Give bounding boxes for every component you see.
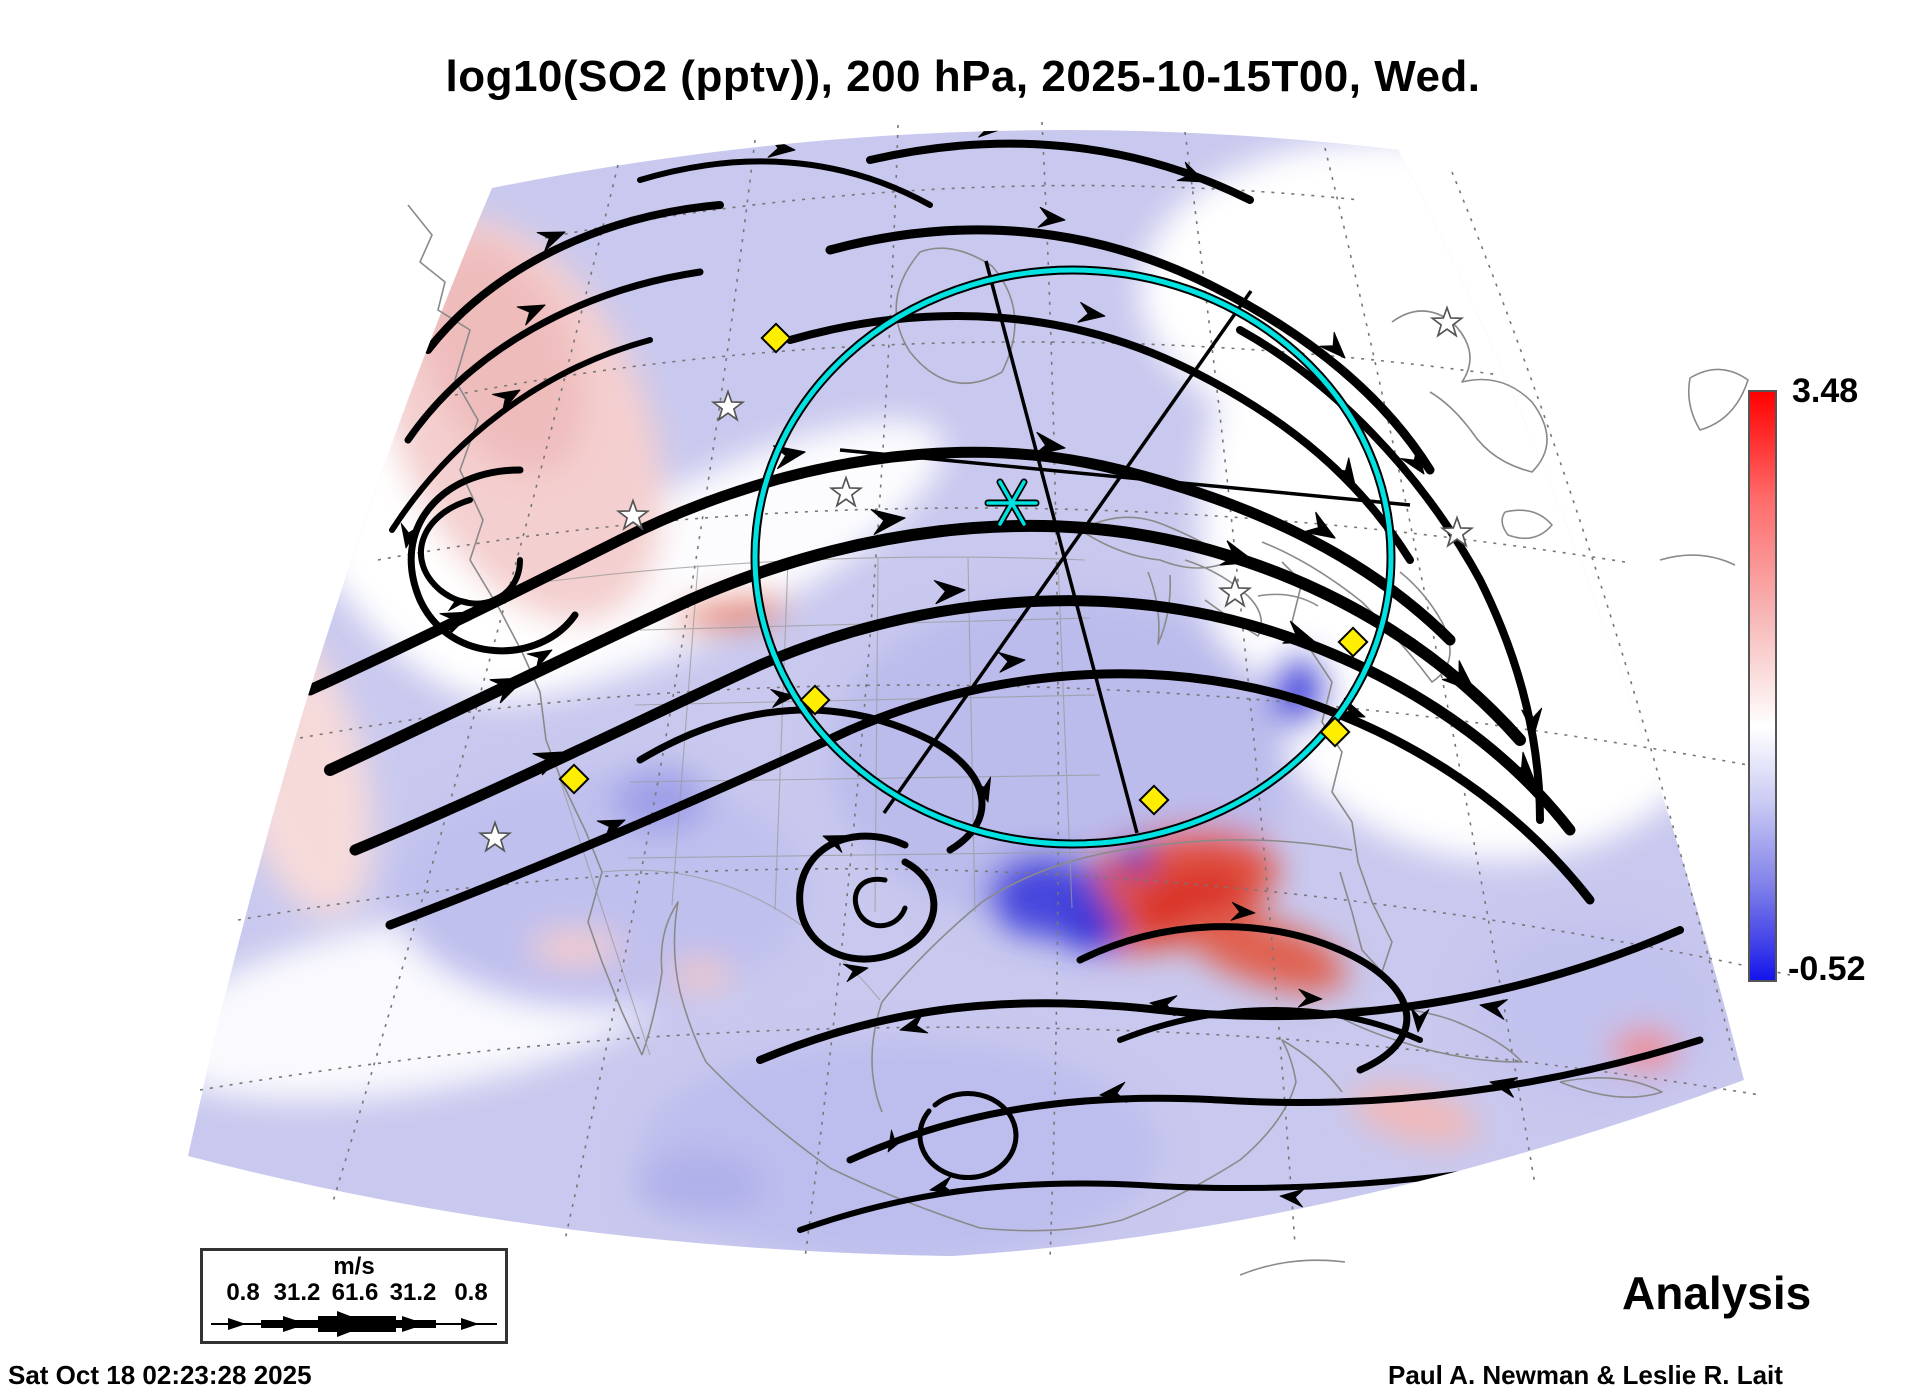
site-star-icon bbox=[984, 478, 1040, 528]
wind-legend-units: m/s bbox=[333, 1253, 375, 1280]
wind-legend-value: 61.6 bbox=[331, 1279, 379, 1306]
wind-legend-arrow-glyph bbox=[211, 1311, 497, 1337]
author-credit: Paul A. Newman & Leslie R. Lait (NASA/GS… bbox=[1388, 1360, 1783, 1394]
wind-legend-value: 31.2 bbox=[389, 1279, 437, 1306]
great-circle-lines bbox=[839, 260, 1411, 834]
colorbar-max-label: 3.48 bbox=[1792, 372, 1859, 410]
so2-field-layer bbox=[188, 130, 1744, 1257]
wind-legend-value: 0.8 bbox=[226, 1279, 260, 1306]
colorbar bbox=[1748, 390, 1777, 982]
wind-legend-value: 0.8 bbox=[454, 1279, 488, 1306]
coastline-layer bbox=[407, 204, 1749, 1276]
wind-legend-value: 31.2 bbox=[273, 1279, 321, 1306]
product-label: Analysis bbox=[1622, 1267, 1812, 1319]
wind-speed-legend: m/s 0.8 31.2 61.6 31.2 0.8 bbox=[200, 1248, 508, 1344]
colorbar-min-label: -0.52 bbox=[1788, 950, 1866, 988]
generation-timestamp: Sat Oct 18 02:23:28 2025 bbox=[8, 1360, 312, 1390]
range-ring bbox=[750, 265, 1396, 849]
plot-title: log10(SO2 (pptv)), 200 hPa, 2025-10-15T0… bbox=[445, 52, 1481, 101]
